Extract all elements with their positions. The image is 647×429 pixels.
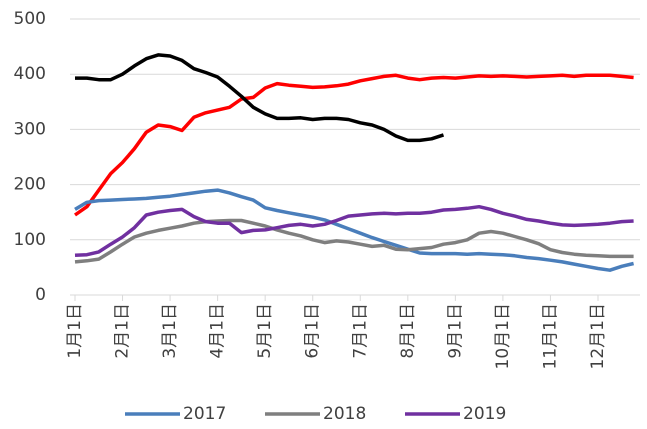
y-tick-label: 400 [14,64,46,84]
x-tick-label: 10月1日 [493,303,513,369]
series-line [74,188,635,272]
x-tick-label: 1月1日 [65,303,85,359]
x-tick-label: 3月1日 [160,303,180,359]
x-tick-label: 2月1日 [113,303,133,359]
y-tick-label: 300 [14,119,46,139]
x-tick-label: 11月1日 [540,303,560,369]
y-tick-label: 500 [14,9,46,29]
x-tick-label: 5月1日 [255,303,275,359]
x-tick-label: 7月1日 [350,303,370,359]
legend-label: 2019 [463,404,506,424]
legend-label: 2017 [183,404,226,424]
x-tick-label: 6月1日 [303,303,323,359]
series-line [75,53,445,143]
legend-label: 2018 [323,404,366,424]
series-line [73,73,634,217]
y-tick-label: 200 [14,175,46,195]
y-tick-label: 100 [14,230,46,250]
series-line [74,218,634,264]
x-tick-label: 8月1日 [398,303,418,359]
series-line [74,204,634,258]
x-tick-label: 12月1日 [588,303,608,369]
x-tick-label: 4月1日 [208,303,228,359]
y-tick-label: 0 [35,285,46,305]
x-tick-label: 9月1日 [445,303,465,359]
